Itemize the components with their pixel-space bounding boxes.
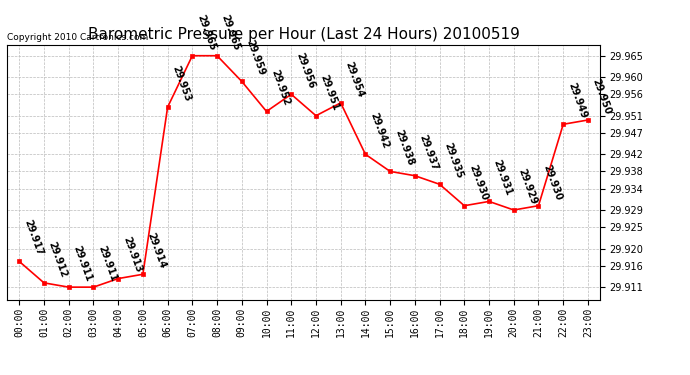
Text: 29.942: 29.942 <box>368 111 391 150</box>
Text: 29.937: 29.937 <box>417 133 440 171</box>
Text: 29.912: 29.912 <box>47 240 69 279</box>
Text: 29.914: 29.914 <box>146 231 168 270</box>
Text: 29.953: 29.953 <box>170 64 193 103</box>
Text: 29.930: 29.930 <box>467 163 489 201</box>
Text: 29.954: 29.954 <box>344 60 366 99</box>
Text: 29.931: 29.931 <box>492 159 514 197</box>
Text: 29.911: 29.911 <box>72 244 94 283</box>
Text: 29.930: 29.930 <box>541 163 564 201</box>
Title: Barometric Pressure per Hour (Last 24 Hours) 20100519: Barometric Pressure per Hour (Last 24 Ho… <box>88 27 520 42</box>
Text: 29.913: 29.913 <box>121 236 143 274</box>
Text: 29.929: 29.929 <box>517 167 539 206</box>
Text: 29.965: 29.965 <box>195 13 217 51</box>
Text: 29.959: 29.959 <box>244 39 267 77</box>
Text: 29.935: 29.935 <box>442 141 464 180</box>
Text: 29.956: 29.956 <box>294 51 316 90</box>
Text: Copyright 2010 Cartronics.com: Copyright 2010 Cartronics.com <box>7 33 148 42</box>
Text: 29.952: 29.952 <box>269 69 291 107</box>
Text: 29.938: 29.938 <box>393 129 415 167</box>
Text: 29.965: 29.965 <box>220 13 242 51</box>
Text: 29.951: 29.951 <box>319 73 341 111</box>
Text: 29.917: 29.917 <box>22 219 44 257</box>
Text: 29.950: 29.950 <box>591 77 613 116</box>
Text: 29.911: 29.911 <box>96 244 119 283</box>
Text: 29.949: 29.949 <box>566 81 588 120</box>
